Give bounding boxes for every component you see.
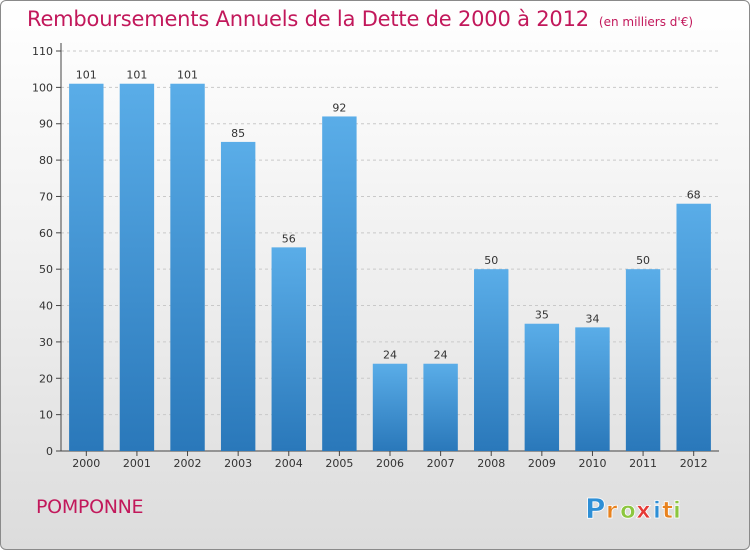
bar-layer	[69, 83, 711, 452]
value-label-2011: 50	[636, 254, 650, 267]
bar-2008	[474, 269, 509, 451]
x-tick-label-2011: 2011	[629, 457, 657, 470]
x-tick-label-2000: 2000	[72, 457, 100, 470]
value-label-2004: 56	[282, 232, 296, 245]
bar-2009	[524, 323, 560, 451]
value-label-2010: 34	[585, 312, 599, 325]
bar-2000	[69, 83, 104, 452]
y-tick-label: 10	[39, 409, 53, 422]
y-tick-label: 20	[39, 372, 53, 385]
logo-letter: x	[636, 498, 651, 523]
x-tick-label-2010: 2010	[578, 457, 606, 470]
value-label-2001: 101	[126, 69, 147, 82]
value-label-2007: 24	[434, 349, 448, 362]
bar-2011	[625, 269, 661, 451]
x-tick-label-2012: 2012	[680, 457, 708, 470]
y-tick-label: 60	[39, 227, 53, 240]
bar-2003	[220, 141, 256, 451]
x-tick-label-2007: 2007	[427, 457, 455, 470]
bar-2007	[423, 363, 458, 451]
bar-2001	[119, 83, 155, 452]
value-label-2012: 68	[687, 189, 701, 202]
logo-letter: r	[606, 498, 618, 523]
value-label-2009: 35	[535, 309, 549, 322]
bar-2010	[575, 327, 610, 451]
logo-letter: P	[585, 492, 606, 523]
bar-2004	[271, 247, 306, 451]
x-tick-label-2005: 2005	[325, 457, 353, 470]
value-label-2008: 50	[484, 254, 498, 267]
x-tick-label-2006: 2006	[376, 457, 404, 470]
logo-letter: t	[662, 498, 673, 523]
logo-letter: i	[673, 498, 681, 523]
x-tick-label-2002: 2002	[174, 457, 202, 470]
bar-2002	[170, 83, 205, 452]
x-tick-label-2001: 2001	[123, 457, 151, 470]
x-tick-label-2003: 2003	[224, 457, 252, 470]
title-row: Remboursements Annuels de la Dette de 20…	[27, 7, 693, 31]
y-tick-label: 0	[46, 445, 53, 458]
bar-2005	[322, 116, 357, 452]
value-label-2000: 101	[76, 69, 97, 82]
x-tick-label-2008: 2008	[477, 457, 505, 470]
x-tick-label-2004: 2004	[275, 457, 303, 470]
value-label-2002: 101	[177, 69, 198, 82]
logo-letter: o	[620, 498, 636, 523]
bar-2012	[676, 203, 711, 451]
chart-title: Remboursements Annuels de la Dette de 20…	[27, 7, 589, 31]
y-tick-label: 90	[39, 118, 53, 131]
y-tick-label: 80	[39, 154, 53, 167]
y-tick-label: 30	[39, 336, 53, 349]
chart-subtitle: (en milliers d'€)	[598, 15, 694, 29]
y-tick-label: 70	[39, 190, 53, 203]
x-tick-label-2009: 2009	[528, 457, 556, 470]
logo-letter: i	[653, 498, 661, 523]
commune-name: POMPONNE	[36, 496, 144, 518]
value-label-2005: 92	[332, 101, 346, 114]
y-tick-label: 40	[39, 300, 53, 313]
y-tick-label: 100	[32, 81, 53, 94]
y-tick-label: 110	[32, 45, 53, 58]
bar-2006	[372, 363, 408, 451]
y-tick-label: 50	[39, 263, 53, 276]
label-layer: 101 2000 101 2001 101 2002 85 2003 56 2004 92 2005 2…	[72, 69, 707, 470]
value-label-2006: 24	[383, 349, 397, 362]
value-label-2003: 85	[231, 127, 245, 140]
